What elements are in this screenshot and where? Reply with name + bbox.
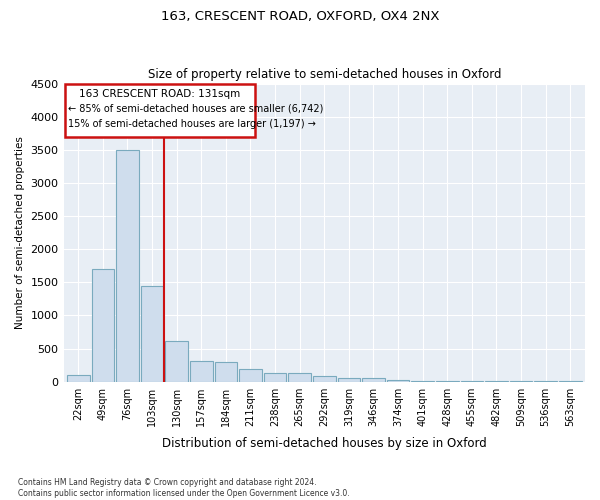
Bar [141, 286, 163, 382]
Bar [412, 381, 434, 382]
Bar [264, 373, 286, 382]
Bar [215, 362, 237, 382]
Bar [338, 378, 360, 382]
Bar [67, 375, 89, 382]
Bar [190, 361, 212, 382]
Y-axis label: Number of semi-detached properties: Number of semi-detached properties [15, 136, 25, 329]
Text: 163 CRESCENT ROAD: 131sqm: 163 CRESCENT ROAD: 131sqm [79, 89, 241, 99]
FancyBboxPatch shape [65, 84, 256, 136]
Text: 15% of semi-detached houses are larger (1,197) →: 15% of semi-detached houses are larger (… [68, 119, 316, 129]
Bar [387, 380, 409, 382]
Bar [239, 369, 262, 382]
Text: Contains HM Land Registry data © Crown copyright and database right 2024.
Contai: Contains HM Land Registry data © Crown c… [18, 478, 350, 498]
Bar [166, 340, 188, 382]
X-axis label: Distribution of semi-detached houses by size in Oxford: Distribution of semi-detached houses by … [162, 437, 487, 450]
Bar [289, 374, 311, 382]
Text: ← 85% of semi-detached houses are smaller (6,742): ← 85% of semi-detached houses are smalle… [68, 103, 324, 113]
Bar [313, 376, 335, 382]
Bar [362, 378, 385, 382]
Bar [116, 150, 139, 382]
Title: Size of property relative to semi-detached houses in Oxford: Size of property relative to semi-detach… [148, 68, 501, 81]
Text: 163, CRESCENT ROAD, OXFORD, OX4 2NX: 163, CRESCENT ROAD, OXFORD, OX4 2NX [161, 10, 439, 23]
Bar [92, 269, 114, 382]
